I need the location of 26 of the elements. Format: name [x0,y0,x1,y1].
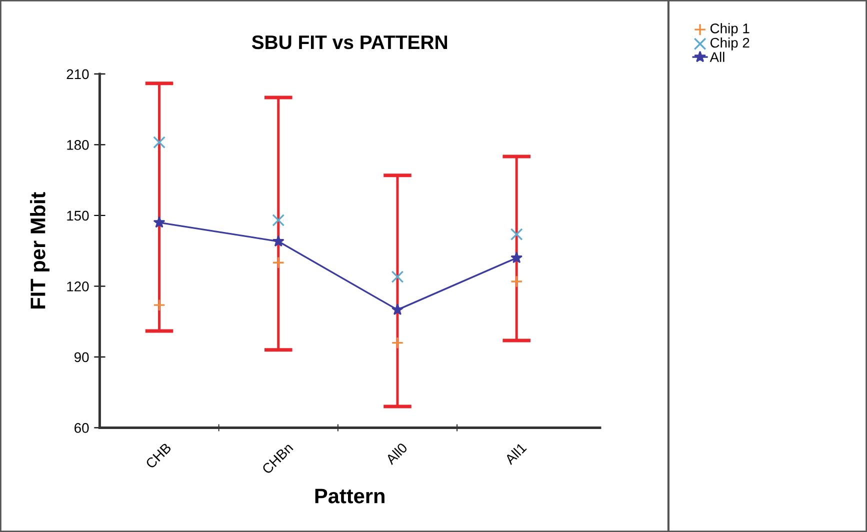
legend-label: All [710,52,724,62]
point [510,275,523,288]
chart-title: SBU FIT vs PATTERN [252,35,448,50]
y-tick-label: 180 [67,140,89,150]
point [272,214,285,226]
x-tick-label: All1 [504,442,527,466]
y-tick-label: 90 [74,352,89,362]
y-tick-label: 150 [67,210,89,221]
point [153,136,166,149]
point [391,270,404,283]
point [510,252,523,264]
x-tick-label: All0 [384,442,408,466]
y-axis-title: FIT per Mbit [30,192,50,308]
x-axis-title: Pattern [315,488,384,504]
point [272,235,284,247]
legend-label: Chip 2 [710,37,750,50]
point [153,216,166,228]
y-tick-label: 210 [66,69,89,80]
point [510,228,523,241]
point [391,336,404,350]
point [153,298,166,312]
legend-label: Chip 1 [710,23,750,36]
point [272,256,285,269]
y-tick-label: 120 [67,282,89,292]
y-tick-label: 60 [74,423,89,433]
point [392,304,404,315]
